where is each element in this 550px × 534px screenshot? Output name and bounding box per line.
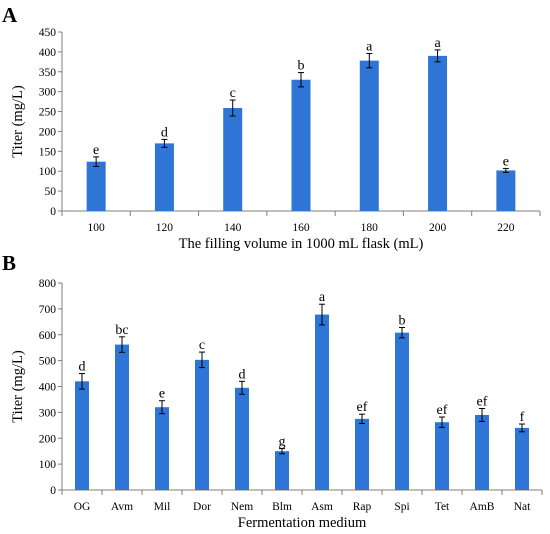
- panel-b-bar: [435, 422, 449, 490]
- panel-b-x-tick-label: AmB: [470, 501, 495, 513]
- panel-a-x-tick-label: 200: [429, 222, 447, 234]
- panel-a-significance-label: a: [434, 36, 441, 51]
- panel-a-bar: [359, 60, 379, 211]
- panel-a-significance-label: a: [366, 39, 373, 54]
- panel-b-bar: [155, 407, 169, 490]
- panel-a-y-tick-label: 150: [39, 146, 57, 158]
- panel-b-y-tick-label: 700: [39, 304, 57, 316]
- panel-b-x-tick-label: OG: [74, 501, 91, 513]
- panel-a-x-tick-label: 120: [156, 222, 174, 234]
- panel-b-y-tick-label: 800: [39, 278, 57, 290]
- panel-b-bar: [515, 427, 529, 490]
- panel-b-significance-label: bc: [115, 323, 128, 338]
- panel-b-y-tick-label: 300: [39, 407, 57, 419]
- panel-b-x-tick-label: Asm: [311, 501, 333, 513]
- panel-b-x-tick-label: Nat: [514, 501, 531, 513]
- panel-a-bar: [496, 170, 516, 211]
- panel-b-significance-label: g: [279, 435, 286, 450]
- panel-a-y-tick-label: 400: [39, 47, 57, 59]
- panel-b-x-tick-label: Rap: [353, 501, 372, 513]
- panel-a-bar: [154, 143, 174, 211]
- panel-b: B 0 100 200 300 400 500 600 700 800 d OG bc Avm e Mil c…: [2, 251, 543, 531]
- panel-b-significance-label: b: [399, 314, 406, 329]
- panel-a-bar: [223, 107, 243, 211]
- panel-b-x-tick-label: Mil: [154, 501, 171, 513]
- panel-a-significance-label: e: [93, 143, 99, 158]
- panel-b-y-tick-label: 200: [39, 433, 57, 445]
- panel-b-bar: [475, 414, 489, 490]
- panel-a-x-tick-label: 160: [292, 222, 310, 234]
- panel-b-significance-label: c: [199, 338, 205, 353]
- panel-a-y-axis-title: Titer (mg/L): [10, 85, 26, 158]
- panel-a-significance-label: b: [298, 59, 305, 74]
- panel-a-x-tick-label: 180: [361, 222, 379, 234]
- panel-a-x-tick-label: 140: [224, 222, 242, 234]
- panel-b-bar: [115, 344, 129, 490]
- panel-a-y-tick-label: 450: [39, 27, 57, 39]
- panel-b-x-tick-label: Spi: [394, 501, 409, 513]
- panel-a-x-tick-label: 100: [88, 222, 106, 234]
- panel-a-y-tick-label: 50: [45, 186, 57, 198]
- panel-a-y-tick-label: 250: [39, 107, 57, 119]
- panel-a-x-axis-title: The filling volume in 1000 mL flask (mL): [179, 236, 424, 252]
- panel-b-x-axis-title: Fermentation medium: [238, 515, 367, 531]
- panel-a-bar: [291, 79, 311, 211]
- panel-a-y-tick-label: 100: [39, 166, 57, 178]
- panel-a-bar: [86, 161, 106, 211]
- panel-b-x-tick-label: Tet: [435, 501, 450, 513]
- panel-b-y-tick-label: 600: [39, 330, 57, 342]
- panel-b-bar: [235, 387, 249, 490]
- panel-b-bar: [195, 359, 209, 490]
- panel-b-bar: [355, 418, 369, 490]
- panel-b-significance-label: ef: [477, 394, 488, 409]
- panel-b-y-tick-label: 100: [39, 459, 57, 471]
- panel-b-significance-label: f: [520, 410, 525, 425]
- panel-b-x-tick-label: Avm: [111, 501, 133, 513]
- panel-b-letter: B: [2, 251, 16, 275]
- panel-b-x-tick-label: Blm: [272, 501, 292, 513]
- panel-a-significance-label: c: [230, 86, 236, 101]
- panel-a-y-tick-label: 0: [50, 206, 56, 218]
- panel-a-significance-label: e: [503, 154, 509, 169]
- panel-b-y-tick-label: 0: [50, 485, 56, 497]
- panel-b-significance-label: d: [79, 360, 86, 375]
- panel-b-y-tick-label: 500: [39, 356, 57, 368]
- panel-a: A 0 50 100 150 200 250 300 350 400 450 e 100 d 120 c 14…: [2, 3, 541, 252]
- panel-b-x-tick-label: Nem: [231, 501, 253, 513]
- panel-b-significance-label: a: [319, 290, 326, 305]
- panel-a-significance-label: d: [161, 125, 168, 140]
- panel-a-bar: [428, 55, 448, 211]
- panel-b-bar: [395, 332, 409, 490]
- panel-a-y-tick-label: 350: [39, 67, 57, 79]
- panel-b-x-tick-label: Dor: [193, 501, 211, 513]
- panel-b-bar: [275, 451, 289, 490]
- panel-b-significance-label: ef: [437, 403, 448, 418]
- panel-a-y-tick-label: 300: [39, 87, 57, 99]
- panel-b-significance-label: d: [239, 367, 246, 382]
- panel-b-y-axis-title: Titer (mg/L): [10, 350, 26, 423]
- panel-a-x-tick-label: 220: [497, 222, 515, 234]
- panel-a-letter: A: [2, 3, 18, 27]
- panel-b-significance-label: ef: [357, 400, 368, 415]
- panel-b-y-tick-label: 400: [39, 382, 57, 394]
- panel-b-bar: [75, 381, 89, 490]
- panel-a-y-tick-label: 200: [39, 126, 57, 138]
- panel-b-significance-label: e: [159, 387, 165, 402]
- panel-b-bar: [315, 314, 329, 490]
